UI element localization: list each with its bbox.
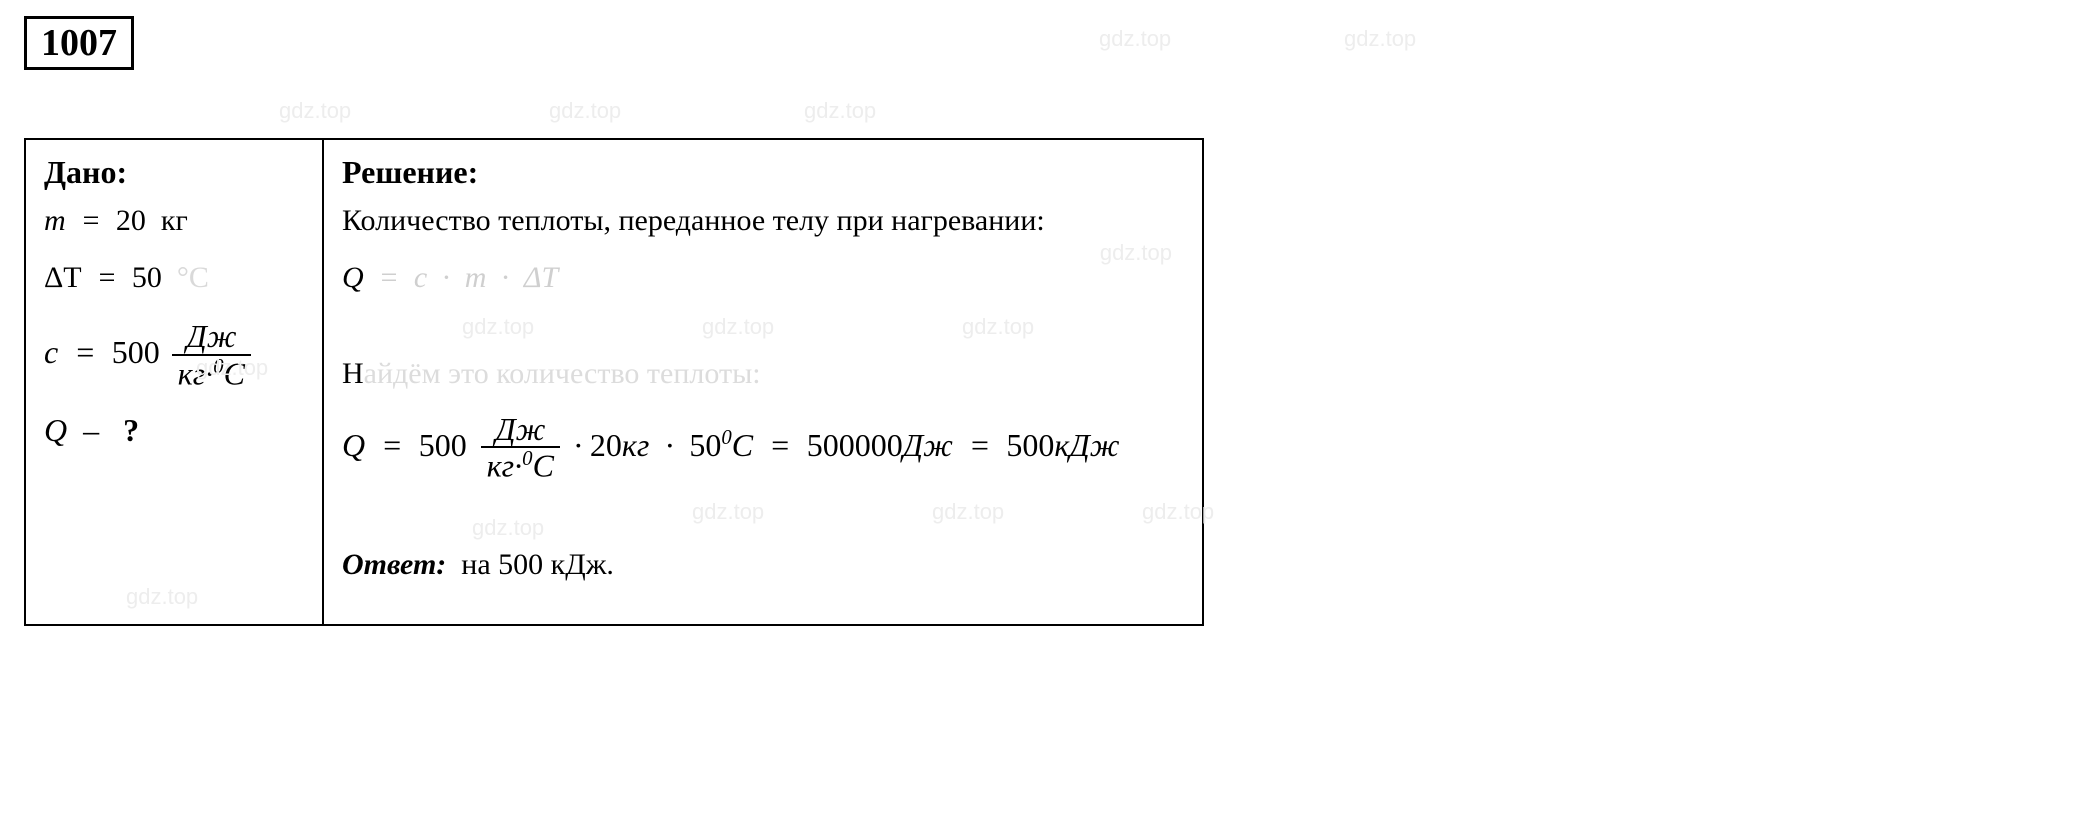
t-sup: 0 [721, 426, 731, 449]
answer-label: Ответ: [342, 548, 446, 581]
formula-2: Q = 500 Дж кг·0С · 20кг · 500С = 500000Д [342, 413, 1184, 484]
watermark: gdz.top [962, 314, 1034, 340]
frac-num: Дж [172, 320, 251, 354]
frac-den-sup: 0 [213, 355, 223, 378]
m-unit: кг [622, 426, 649, 462]
dot: · [574, 426, 582, 462]
r1-val: 500000 [807, 426, 903, 462]
problem-number: 1007 [24, 16, 134, 70]
given-mass: m = 20 кг [44, 201, 304, 242]
val: 20 [116, 204, 146, 237]
f1-eq: = [379, 261, 399, 294]
f1-dT: ΔT [524, 261, 558, 294]
watermark: gdz.top [702, 314, 774, 340]
watermark: gdz.top [692, 499, 764, 525]
given-deltaT: ΔT = 50 °С [44, 258, 304, 299]
solution-text-2: ННайдём это количество теплоты:айдём это… [342, 354, 1184, 395]
frac-num: Дж [481, 413, 560, 447]
dash: – [83, 412, 99, 448]
f1-m: m [465, 261, 487, 294]
eq: = [769, 426, 791, 462]
watermark: gdz.top [932, 499, 1004, 525]
val: 500 [112, 334, 160, 370]
qmark: ? [123, 412, 139, 448]
dot: · [442, 261, 450, 294]
answer-text: на 500 кДж. [461, 548, 614, 581]
watermark: gdz.top [1344, 26, 1416, 52]
given-heading: Дано: [44, 154, 304, 191]
f1-c: c [414, 261, 427, 294]
f1-lhs: Q [342, 261, 364, 294]
deg: ° [177, 261, 189, 294]
solution-cell: Решение: gdz.top Количество теплоты, пер… [323, 139, 1203, 625]
m-val: 20 [590, 426, 622, 462]
den-post: С [533, 448, 554, 484]
f2-lhs: Q [342, 426, 365, 462]
watermark: gdz.top [1142, 499, 1214, 525]
unit: кг [161, 204, 188, 237]
eq: = [969, 426, 991, 462]
given-unknown: Q – ? [44, 409, 304, 452]
den-pre: кг· [487, 448, 522, 484]
frac-den-post: С [224, 355, 245, 391]
r2-val: 500 [1006, 426, 1054, 462]
r2-unit: кДж [1054, 426, 1119, 462]
val: 50 [132, 261, 162, 294]
c-val: 500 [419, 426, 467, 462]
eq: = [97, 261, 117, 294]
dot: · [665, 426, 673, 462]
eq: = [81, 204, 101, 237]
eq: = [74, 334, 96, 370]
given-cell: Дано: m = 20 кг ΔT = 50 °С gdz.top c [25, 139, 323, 625]
watermark: gdz.top [126, 584, 198, 610]
t-val: 50 [689, 426, 721, 462]
watermark: gdz.top [279, 98, 351, 124]
frac-den-pre: кг· [178, 355, 213, 391]
sym-Q: Q [44, 412, 67, 448]
answer-line: Ответ: на 500 кДж. [342, 545, 1184, 586]
eq: = [381, 426, 403, 462]
formula-1: Q = c · m · ΔT [342, 258, 1184, 299]
dot: · [501, 261, 509, 294]
solution-heading: Решение: [342, 154, 1184, 191]
solution-text-1: Количество теплоты, переданное телу при … [342, 201, 1184, 242]
sym-dT: ΔT [44, 261, 82, 294]
watermark: gdz.top [1099, 26, 1171, 52]
unit-c: С [189, 261, 209, 294]
given-c: c = 500 Дж кг·0С [44, 320, 304, 391]
r1-unit: Дж [903, 426, 953, 462]
watermark-row: gdz.top gdz.top gdz.top [24, 98, 2073, 130]
watermark: gdz.top [549, 98, 621, 124]
sym-m: m [44, 204, 66, 237]
t-unit: С [732, 426, 753, 462]
solution-table: Дано: m = 20 кг ΔT = 50 °С gdz.top c [24, 138, 1204, 626]
den-sup: 0 [522, 447, 532, 470]
watermark: gdz.top [462, 314, 534, 340]
sym-c: c [44, 334, 58, 370]
watermark: gdz.top [804, 98, 876, 124]
